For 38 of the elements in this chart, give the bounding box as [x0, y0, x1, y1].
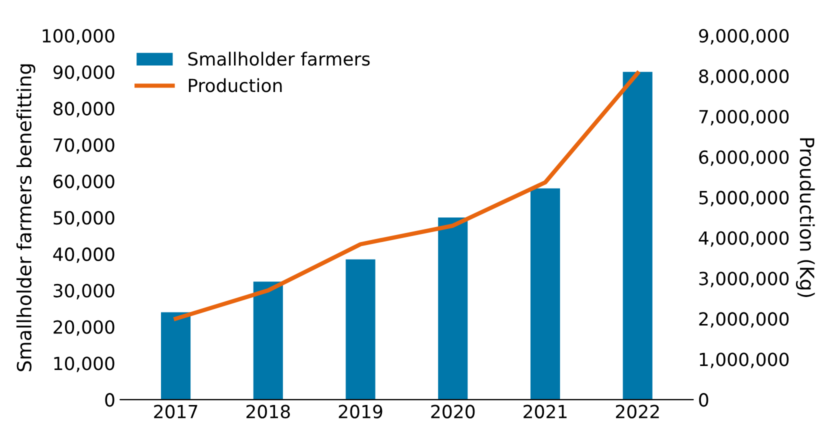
legend-label: Production	[188, 78, 282, 92]
y-tick-label: 40,000	[53, 247, 114, 263]
y-tick-label: 50,000	[54, 211, 114, 227]
y2-tick-label: 7,000,000	[699, 110, 789, 126]
bar	[622, 72, 652, 400]
x-tick-label: 2021	[524, 404, 567, 418]
bar	[160, 312, 191, 400]
y-tick-label: 100,000	[42, 28, 114, 44]
y2-tick-label: 1,000,000	[700, 352, 789, 368]
y2-tick-label: 4,000,000	[698, 231, 789, 247]
bar	[253, 282, 283, 400]
y2-tick-label: 8,000,000	[699, 69, 789, 85]
y2-tick-label: 6,000,000	[699, 150, 789, 166]
bar	[530, 188, 560, 400]
y-tick-label: 20,000	[54, 320, 114, 336]
y-axis-title: Smallholder farmers benefitting	[16, 64, 36, 372]
line-series	[174, 71, 640, 321]
x-tick-label: 2018	[246, 404, 290, 418]
x-tick-label: 2022	[616, 404, 659, 418]
bar	[346, 259, 376, 400]
y-tick-label: 90,000	[53, 65, 114, 81]
y-tick-label: 60,000	[54, 174, 114, 190]
y2-axis-title: Prouduction (Kg)	[796, 138, 815, 297]
y-tick-label: 10,000	[54, 356, 114, 372]
y2-tick-label: 5,000,000	[699, 190, 789, 206]
y-tick-label: 80,000	[54, 102, 114, 118]
y2-tick-label: 0	[699, 393, 708, 407]
y-tick-label: 30,000	[54, 284, 114, 300]
y-tick-label: 70,000	[54, 138, 114, 154]
y-tick-label: 0	[105, 393, 114, 407]
bar	[438, 218, 468, 400]
x-tick-label: 2020	[431, 404, 475, 418]
y2-tick-label: 2,000,000	[699, 312, 789, 328]
y2-tick-label: 9,000,000	[699, 28, 789, 44]
x-tick-label: 2017	[154, 404, 198, 418]
legend-label: Smallholder farmers	[188, 52, 370, 66]
x-tick-label: 2019	[338, 404, 382, 418]
y2-tick-label: 3,000,000	[699, 272, 789, 288]
